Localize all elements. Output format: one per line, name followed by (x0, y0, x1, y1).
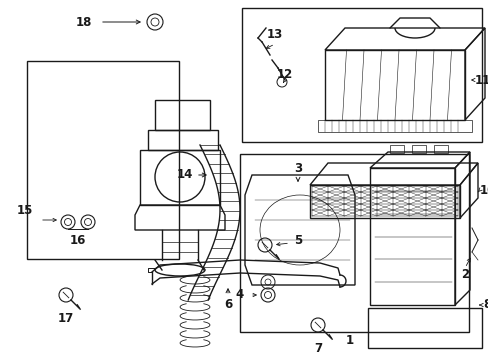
Text: 11: 11 (474, 73, 488, 86)
Text: 10: 10 (479, 184, 488, 197)
Bar (155, 100, 209, 130)
Bar (389, 145, 403, 153)
Bar (239, 154, 468, 332)
Text: 7: 7 (313, 342, 322, 355)
Text: 15: 15 (17, 203, 33, 216)
Text: 1: 1 (345, 333, 353, 346)
Text: 3: 3 (293, 162, 302, 181)
Text: 8: 8 (482, 298, 488, 311)
Bar (411, 145, 425, 153)
Text: 2: 2 (460, 269, 468, 282)
Bar (140, 150, 220, 205)
Text: 4: 4 (235, 288, 244, 302)
Text: 5: 5 (293, 234, 302, 247)
Bar (367, 308, 481, 348)
Text: 17: 17 (58, 311, 74, 324)
Bar (433, 145, 447, 153)
Text: 6: 6 (224, 289, 232, 311)
Bar (148, 130, 218, 150)
Bar (27, 61, 179, 259)
Text: 13: 13 (266, 28, 283, 41)
Text: 16: 16 (70, 234, 86, 247)
Bar (242, 8, 481, 142)
Text: 14: 14 (177, 168, 206, 181)
Text: 18: 18 (76, 15, 92, 28)
Text: 12: 12 (276, 68, 292, 81)
